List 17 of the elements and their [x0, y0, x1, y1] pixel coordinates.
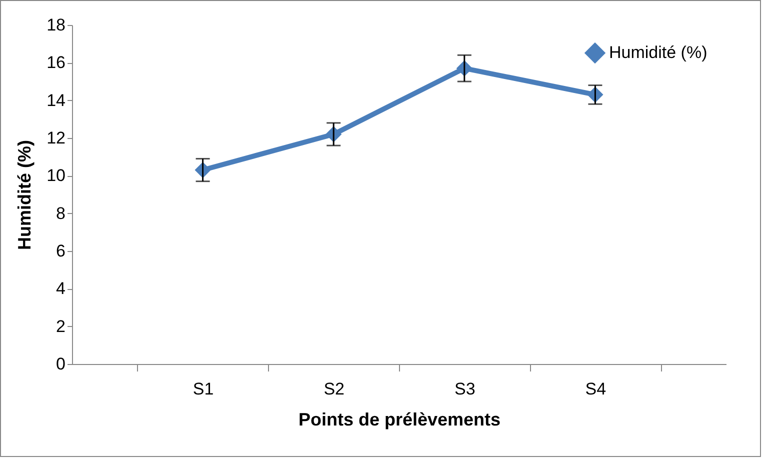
y-axis-title: Humidité (%) — [14, 140, 35, 250]
y-tick-label: 4 — [56, 279, 66, 298]
y-tick-label: 14 — [46, 90, 66, 110]
y-tick-label: 6 — [56, 242, 66, 260]
x-tick-label: S2 — [324, 380, 344, 398]
y-tick-label: 10 — [46, 166, 66, 186]
y-tick-label: 2 — [56, 316, 66, 336]
legend-label: Humidité (%) — [609, 43, 708, 62]
x-tick-label: S3 — [454, 380, 476, 398]
x-axis-title: Points de prélèvements — [298, 410, 501, 430]
y-tick-label: 12 — [46, 128, 66, 148]
x-tick-label: S1 — [192, 380, 214, 398]
y-tick-label: 16 — [46, 53, 66, 72]
x-tick-label: S4 — [585, 380, 606, 398]
y-tick-label: 8 — [56, 204, 66, 223]
y-tick-label: 0 — [56, 354, 66, 374]
y-tick-label: 18 — [46, 16, 66, 34]
